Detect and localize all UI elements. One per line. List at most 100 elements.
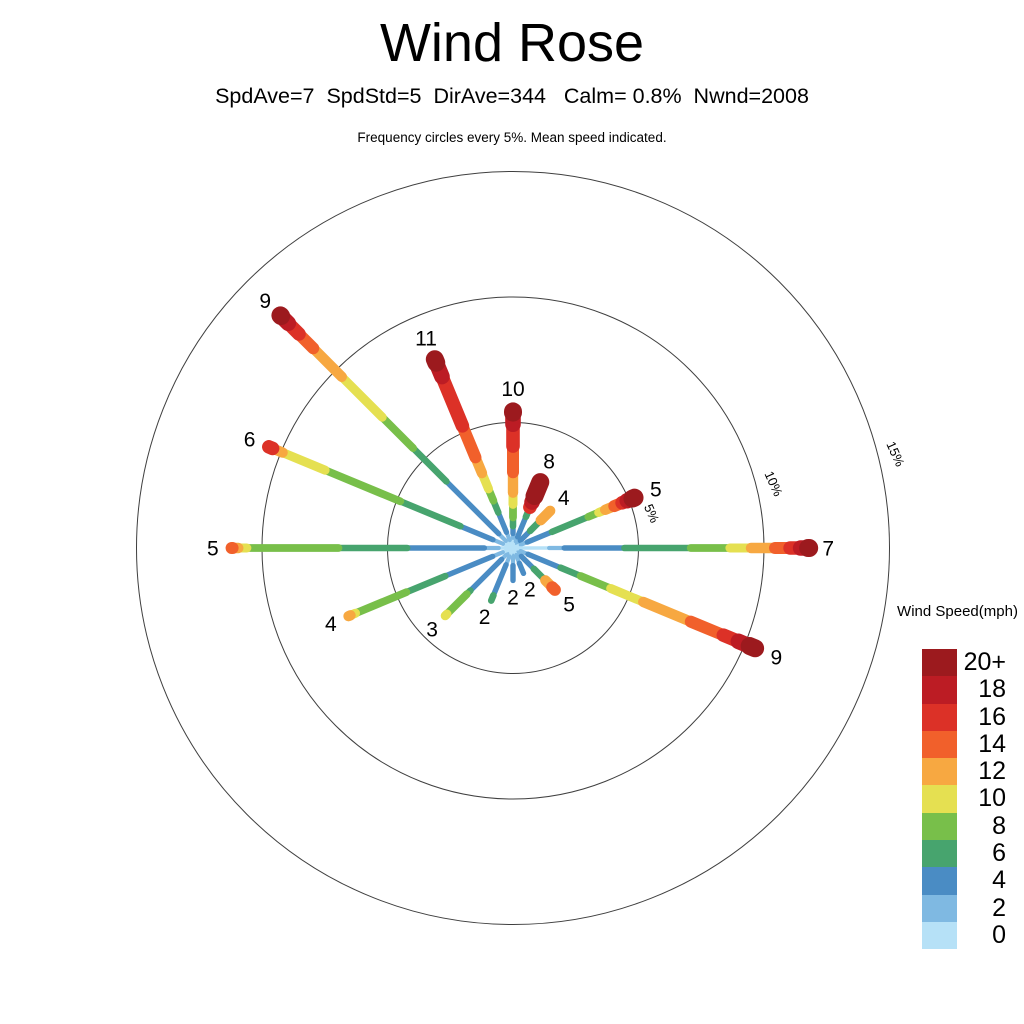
legend-label-14: 14 <box>978 729 1006 758</box>
mean-speed-label-NNE: 8 <box>543 450 555 473</box>
mean-speed-label-ENE: 5 <box>650 478 662 501</box>
spoke-WNW-segment-16mph <box>262 440 280 456</box>
spoke-NW-segment-6mph <box>409 444 450 485</box>
frequency-ring-15pct <box>136 171 890 925</box>
legend-swatch-12 <box>922 758 957 786</box>
legend-swatch-4 <box>922 867 957 895</box>
spoke-NNE-segment-20+mph <box>525 473 550 506</box>
legend-swatch-18 <box>922 676 957 704</box>
spoke-ENE <box>511 488 644 550</box>
spoke-NE-segment-12mph <box>535 505 556 526</box>
mean-speed-label-NW: 9 <box>259 290 271 313</box>
spoke-WSW-segment-12mph <box>343 610 356 622</box>
legend-swatch-6 <box>922 840 957 868</box>
legend-entry-16: 16 <box>922 702 1006 731</box>
spoke-SE-segment-14mph <box>546 581 561 596</box>
mean-speed-label-S: 2 <box>507 587 519 610</box>
legend-swatch-8 <box>922 812 957 841</box>
legend-swatch-10 <box>922 785 957 813</box>
legend-label-6: 6 <box>992 839 1006 868</box>
spoke-ESE-segment-12mph <box>638 596 697 627</box>
spoke-ENE-segment-20+mph <box>623 488 644 508</box>
legend-entry-2: 2 <box>922 893 1006 922</box>
legend-label-4: 4 <box>992 866 1006 895</box>
spoke-ENE-segment-4mph <box>524 529 555 545</box>
spoke-NW-segment-12mph <box>308 343 347 382</box>
spoke-SW <box>440 546 515 621</box>
spoke-ESE <box>511 546 765 658</box>
spoke-ESE-segment-4mph <box>525 551 564 571</box>
mean-speed-label-NNW: 11 <box>415 328 437 351</box>
legend-label-20+: 20+ <box>963 648 1006 676</box>
ring-label-15pct: 15% <box>883 439 907 469</box>
chart-note: Frequency circles every 5%. Mean speed i… <box>357 130 667 145</box>
mean-speed-label-E: 7 <box>822 538 834 561</box>
spoke-NNW-segment-20+mph <box>425 350 446 372</box>
mean-speed-label-SE: 5 <box>563 594 575 617</box>
legend-entry-12: 12 <box>922 757 1006 786</box>
spoke-NNW-segment-4mph <box>495 509 510 535</box>
legend-swatch-20+ <box>922 649 957 677</box>
chart-title: Wind Rose <box>379 13 645 73</box>
legend-label-18: 18 <box>978 675 1006 704</box>
spoke-SSW-segment-4mph <box>490 561 509 599</box>
legend-entry-4: 4 <box>922 866 1006 895</box>
spoke-ENE-segment-6mph <box>548 513 592 536</box>
chart-stats-line: SpdAve=7 SpdStd=5 DirAve=344 Calm= 0.8% … <box>215 84 809 108</box>
mean-speed-label-NE: 4 <box>558 487 570 510</box>
legend-label-8: 8 <box>992 811 1006 840</box>
spoke-SW-segment-4mph <box>467 556 505 594</box>
spoke-SW-segment-8mph <box>443 590 471 618</box>
mean-speed-label-WNW: 6 <box>244 428 256 451</box>
legend-label-10: 10 <box>978 784 1006 813</box>
spoke-WSW <box>343 546 515 622</box>
spoke-NNW <box>425 350 515 550</box>
spoke-NW-segment-4mph <box>443 478 502 537</box>
wind-speed-legend: 20+ 18 16 14 12 10 8 6 4 2 0 <box>922 648 1006 950</box>
spoke-WNW-segment-4mph <box>457 523 496 543</box>
spoke-WSW-segment-8mph <box>351 588 411 618</box>
spoke-ESE-segment-20+mph <box>740 637 765 658</box>
spoke-WSW-segment-4mph <box>442 553 496 579</box>
spoke-WNW <box>262 440 515 550</box>
spoke-NW-segment-8mph <box>378 413 418 453</box>
spoke-NW-segment-10mph <box>337 372 387 422</box>
legend-swatch-2 <box>922 894 957 922</box>
mean-speed-label-SW: 3 <box>426 618 438 641</box>
spoke-ESE-segment-8mph <box>576 572 615 593</box>
legend-label-0: 0 <box>992 920 1006 949</box>
spoke-ESE-segment-10mph <box>606 583 648 607</box>
legend-entry-10: 10 <box>922 784 1006 813</box>
legend-label-2: 2 <box>992 893 1006 922</box>
legend-swatch-0 <box>922 921 957 950</box>
legend-label-16: 16 <box>978 702 1006 731</box>
spoke-SSW-segment-6mph <box>487 592 497 604</box>
mean-speed-label-SSW: 2 <box>479 606 491 629</box>
mean-speed-label-SSE: 2 <box>524 578 536 601</box>
mean-speed-label-W: 5 <box>207 538 219 561</box>
spoke-NW-segment-20+mph <box>271 306 291 326</box>
spoke-WNW-segment-6mph <box>396 498 464 530</box>
legend-entry-0: 0 <box>922 920 1006 950</box>
legend-entry-8: 8 <box>922 811 1006 841</box>
spoke-WNW-segment-8mph <box>321 466 405 506</box>
spoke-NNW-segment-16mph <box>435 369 470 433</box>
legend-swatch-14 <box>922 730 957 759</box>
ring-label-10pct: 10% <box>761 469 785 499</box>
mean-speed-label-WSW: 4 <box>325 613 337 636</box>
legend-entry-18: 18 <box>922 675 1006 704</box>
legend-entry-20+: 20+ <box>922 648 1006 677</box>
legend-entry-6: 6 <box>922 839 1006 868</box>
ring-label-5pct: 5% <box>641 502 663 526</box>
legend-title: Wind Speed(mph) <box>897 603 1018 620</box>
legend-swatch-16 <box>922 703 957 731</box>
mean-speed-label-N: 10 <box>501 378 524 401</box>
spoke-SW-segment-10mph <box>440 609 452 621</box>
legend-entry-14: 14 <box>922 729 1006 759</box>
spoke-WSW-segment-6mph <box>403 572 449 596</box>
mean-speed-label-ESE: 9 <box>771 647 783 670</box>
spoke-WNW-segment-10mph <box>278 448 330 475</box>
legend-label-12: 12 <box>978 757 1006 786</box>
